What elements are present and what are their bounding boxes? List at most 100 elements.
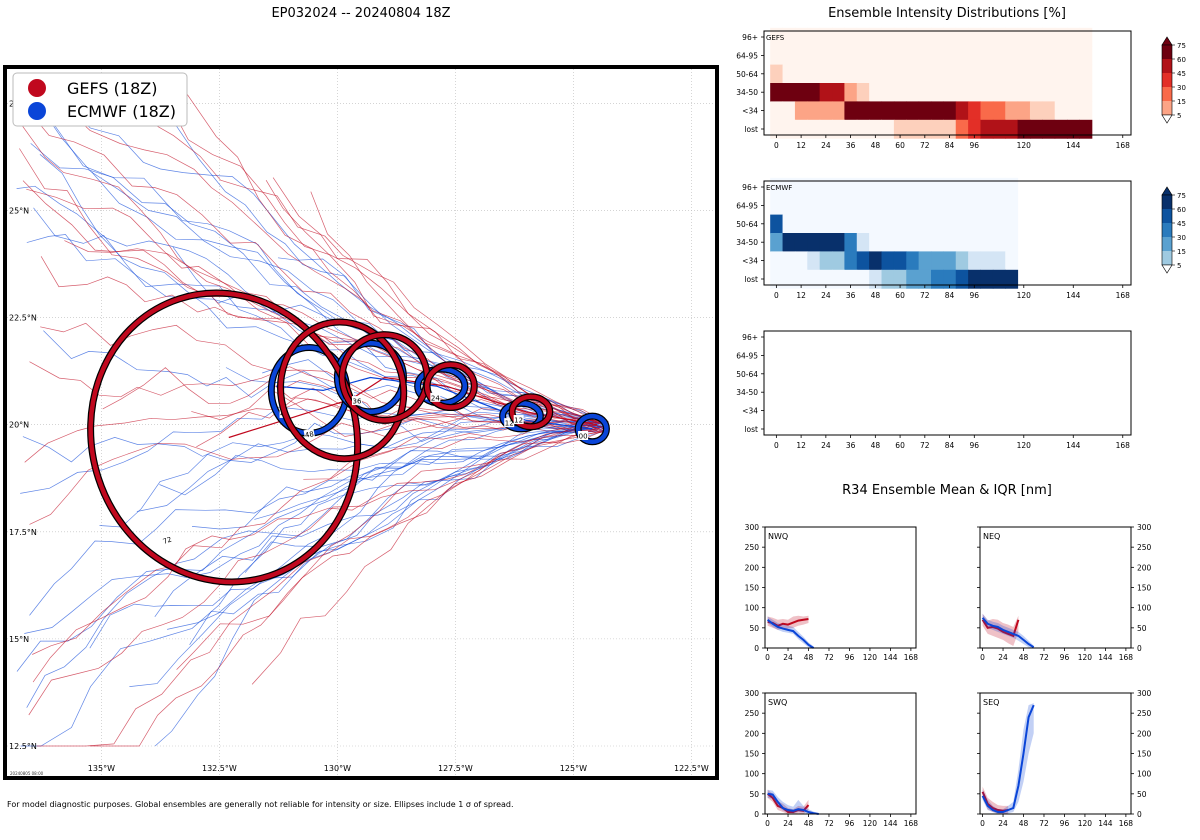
intensity-cell — [1079, 83, 1093, 102]
intensity-cell — [1005, 101, 1019, 121]
intensity-cell — [1079, 27, 1093, 47]
latitude-ticks: 27.5°N25°N22.5°N20°N17.5°N15°N12.5°N — [9, 99, 37, 751]
intensity-cell — [770, 101, 784, 121]
intensity-cell — [980, 269, 994, 289]
intensity-cell — [881, 196, 895, 216]
hour-tick-label: 96 — [970, 441, 980, 450]
hour-tick-label: 60 — [895, 291, 905, 300]
intensity-panel: GEFS 96+ 64-95 50-64 34-50 <34 lost 0 12 24 36 48 60… — [736, 27, 1186, 150]
intensity-cell — [955, 214, 969, 234]
lon-tick-label: 127.5°W — [438, 764, 473, 773]
intensity-cell — [1005, 214, 1019, 234]
ellipse-ring — [500, 400, 543, 432]
colorbar-segment — [1162, 45, 1172, 60]
intensity-cell — [943, 83, 957, 102]
colorbar-extend-bottom — [1161, 114, 1173, 124]
colorbar-label: 60 — [1177, 56, 1186, 64]
hour-tick-label: 96 — [970, 141, 980, 150]
colorbar-label: 45 — [1177, 70, 1186, 78]
intensity-cell — [955, 269, 969, 289]
member-track — [19, 81, 601, 425]
intensity-cell — [918, 269, 932, 289]
lat-tick-label: 17.5°N — [9, 528, 37, 537]
r34-iqr-band — [767, 789, 809, 814]
intensity-cell — [893, 101, 907, 121]
intensity-cell — [782, 119, 796, 139]
member-track — [113, 81, 607, 424]
ellipse-label-bg — [160, 533, 174, 546]
member-track — [51, 81, 607, 430]
r34-panel: SEQ 0 50 100 150 200 250 300 0 24 48 72 96 120 144 168 — [977, 689, 1152, 828]
ellipse-hour-label: 48 — [304, 430, 314, 439]
r34-xtick-label: 120 — [863, 819, 878, 828]
intensity-cell — [1005, 64, 1019, 84]
intensity-cell — [1005, 251, 1019, 271]
spread-ellipse: 12 — [499, 399, 544, 433]
r34-ytick-label: 250 — [1137, 709, 1152, 718]
hour-tick-label: 120 — [1017, 291, 1032, 300]
intensity-cell — [869, 196, 883, 216]
r34-ytick-label: 200 — [745, 729, 760, 738]
intensity-cell — [893, 27, 907, 47]
intensity-cell — [980, 46, 994, 66]
r34-xtick-label: 168 — [1119, 653, 1134, 662]
hour-tick-label: 120 — [1017, 141, 1032, 150]
footnote: For model diagnostic purposes. Global en… — [7, 800, 514, 809]
r34-ytick-label: 150 — [1137, 584, 1152, 593]
row-label: <34 — [742, 107, 758, 116]
intensity-panel-name: GEFS — [766, 34, 785, 42]
row-label: 64-95 — [736, 201, 758, 210]
colorbar-label: 75 — [1177, 192, 1186, 200]
row-label: 34-50 — [736, 388, 758, 397]
intensity-cell — [832, 101, 845, 121]
intensity-cell — [918, 83, 932, 102]
intensity-cell — [906, 119, 920, 139]
map-frame — [3, 65, 719, 780]
member-track — [278, 380, 600, 430]
intensity-cell — [931, 251, 944, 271]
intensity-cell — [807, 233, 821, 252]
intensity-cell — [881, 233, 895, 252]
r34-xtick-label: 72 — [824, 819, 834, 828]
r34-ytick-label: 50 — [1137, 624, 1147, 633]
intensity-cell — [943, 119, 957, 139]
intensity-cell — [832, 233, 845, 252]
intensity-cell — [980, 233, 994, 252]
r34-xtick-label: 168 — [904, 653, 919, 662]
intensity-frame — [763, 180, 1132, 286]
intensity-cell — [992, 177, 1006, 197]
intensity-cell — [782, 83, 796, 102]
intensity-cell — [968, 64, 981, 84]
intensity-cell — [832, 214, 845, 234]
member-track — [29, 422, 604, 616]
intensity-cell — [869, 233, 883, 252]
intensity-cell — [869, 177, 883, 197]
r34-xtick-label: 48 — [804, 819, 814, 828]
intensity-cell — [968, 251, 981, 271]
r34-ytick-label: 200 — [745, 563, 760, 572]
intensity-cell — [794, 27, 808, 47]
lat-tick-label: 20°N — [9, 421, 29, 430]
legend-gefs-label: GEFS (18Z) — [67, 79, 157, 98]
intensity-cell — [1042, 101, 1056, 121]
intensity-cell — [906, 233, 920, 252]
member-track — [22, 180, 597, 429]
intensity-frame — [763, 30, 1132, 136]
intensity-cell — [819, 251, 833, 271]
colorbar-extend-top — [1161, 36, 1173, 46]
intensity-cell — [832, 46, 845, 66]
intensity-cell — [906, 196, 920, 216]
ellipse-ring — [424, 362, 477, 410]
ellipse-label-bg — [351, 396, 362, 406]
row-label: 34-50 — [736, 238, 758, 247]
intensity-cell — [770, 177, 784, 197]
intensity-cell — [980, 64, 994, 84]
intensity-cell — [980, 214, 994, 234]
row-label: 96+ — [742, 333, 758, 342]
r34-mean-line — [981, 704, 1035, 813]
intensity-panel: ECMWF 96+ 64-95 50-64 34-50 <34 lost 0 12 24 36 48 6… — [736, 177, 1186, 300]
r34-xtick-label: 0 — [980, 819, 985, 828]
intensity-cell — [943, 269, 957, 289]
hour-tick-label: 24 — [821, 291, 831, 300]
